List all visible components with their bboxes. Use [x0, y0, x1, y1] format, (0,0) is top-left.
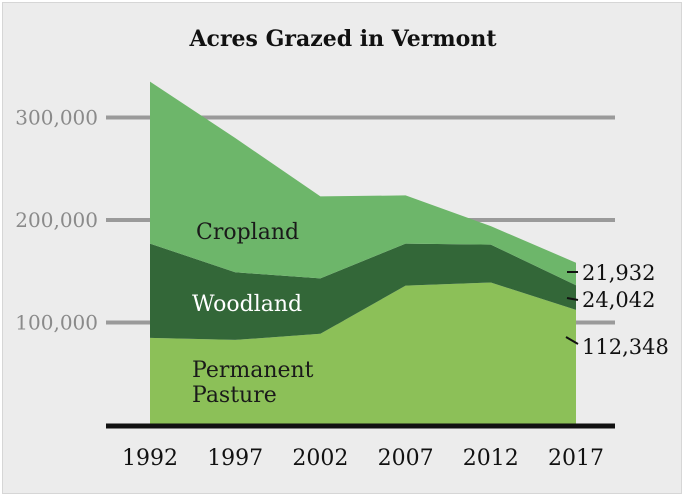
area-woodland [150, 243, 576, 340]
x-tick-label: 1997 [207, 446, 263, 471]
series-areas [150, 81, 576, 425]
series-label-permanent-pasture: Permanent Pasture [192, 358, 314, 408]
series-label-cropland: Cropland [196, 220, 299, 245]
y-tick-label: 100,000 [15, 311, 98, 335]
y-axis-ticks: 100,000 200,000 300,000 [15, 106, 98, 335]
y-tick-label: 200,000 [15, 208, 98, 232]
end-value-label: 21,932 [582, 261, 655, 285]
x-tick-label: 2017 [548, 446, 604, 471]
leader-line [566, 297, 579, 301]
x-axis-ticks: 1992 1997 2002 2007 2012 2017 [122, 446, 604, 471]
x-tick-label: 2002 [292, 446, 348, 471]
end-value-labels: 112,348 24,042 21,932 [565, 261, 669, 359]
end-value-label: 112,348 [582, 335, 669, 359]
end-value-label: 24,042 [582, 288, 655, 312]
leader-line [565, 336, 579, 345]
chart-title: Acres Grazed in Vermont [189, 26, 497, 52]
series-labels: Permanent Pasture Woodland Cropland [192, 220, 314, 408]
x-tick-label: 1992 [122, 446, 178, 471]
area-permanent-pasture [150, 282, 576, 425]
x-tick-label: 2007 [378, 446, 434, 471]
area-cropland [150, 81, 576, 286]
x-tick-label: 2012 [463, 446, 519, 471]
y-tick-label: 300,000 [15, 106, 98, 130]
series-label-woodland: Woodland [192, 292, 302, 317]
